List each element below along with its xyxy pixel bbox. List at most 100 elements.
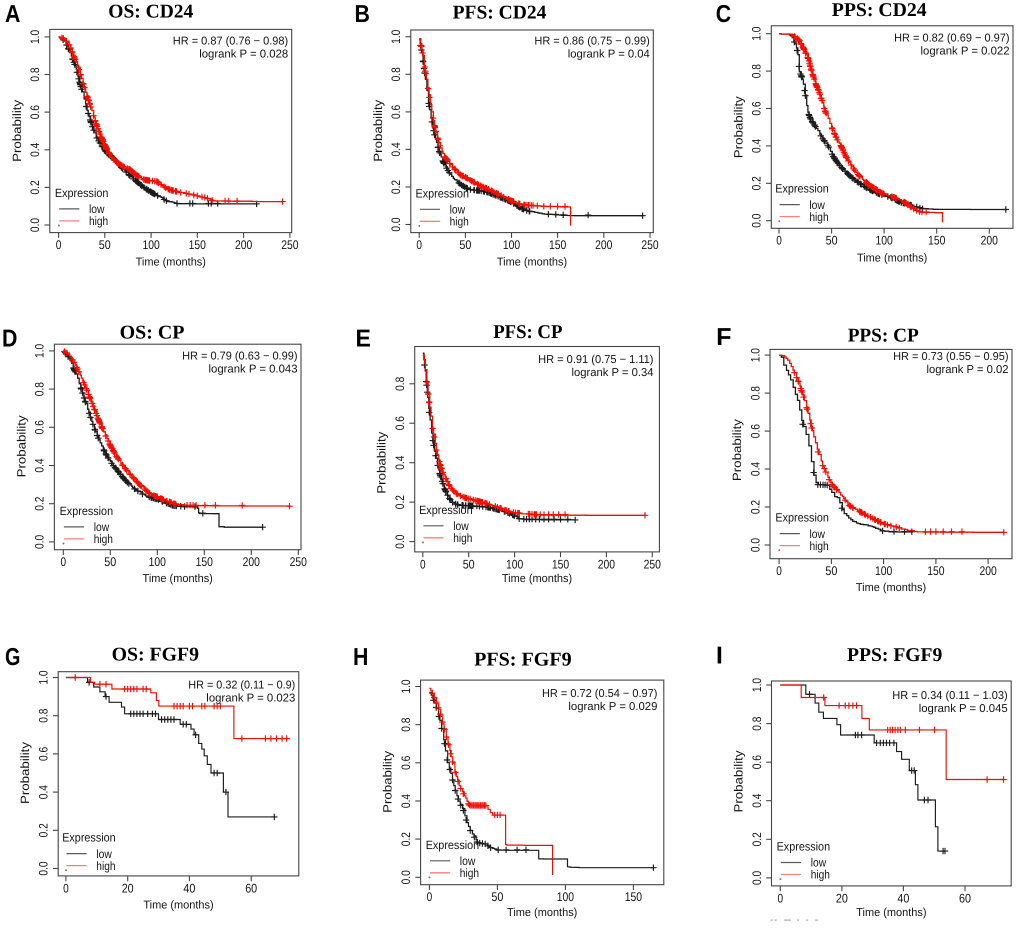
svg-text:0.0: 0.0: [393, 534, 407, 548]
svg-text:0: 0: [778, 891, 784, 905]
svg-text:Probability: Probability: [375, 432, 389, 494]
svg-text:G: G: [5, 644, 20, 671]
svg-text:150: 150: [552, 557, 569, 571]
svg-text:0.2: 0.2: [37, 823, 51, 837]
svg-text:0.4: 0.4: [748, 462, 762, 476]
svg-text:A: A: [5, 1, 21, 28]
svg-text:1.0: 1.0: [28, 30, 42, 44]
svg-text:150: 150: [189, 238, 206, 252]
svg-text:Expression: Expression: [775, 182, 829, 196]
svg-text:0: 0: [61, 555, 67, 569]
svg-text:HR = 0.82 (0.69 − 0.97): HR = 0.82 (0.69 − 0.97): [894, 33, 1010, 45]
svg-text:50: 50: [825, 564, 837, 578]
svg-text:150: 150: [927, 564, 944, 578]
svg-text:200: 200: [979, 564, 996, 578]
svg-text:Time (months): Time (months): [143, 899, 213, 911]
svg-text:Probability: Probability: [371, 100, 385, 162]
svg-text:50: 50: [99, 238, 111, 252]
svg-text:D: D: [2, 326, 17, 353]
svg-text:Time (months): Time (months): [856, 582, 926, 594]
svg-text:0: 0: [56, 238, 62, 252]
svg-text:logrank P = 0.02: logrank P = 0.02: [927, 364, 1009, 376]
svg-text:0.6: 0.6: [37, 747, 51, 761]
svg-text:0.0: 0.0: [37, 861, 51, 875]
svg-text:Probability: Probability: [14, 415, 28, 477]
svg-text:20: 20: [122, 881, 134, 895]
svg-text:low: low: [811, 856, 827, 870]
svg-text:0: 0: [416, 238, 422, 252]
svg-text:0.0: 0.0: [28, 218, 42, 232]
svg-text:0.4: 0.4: [393, 455, 407, 469]
svg-text:OS: FGF9: OS: FGF9: [112, 645, 200, 666]
svg-text:low: low: [450, 203, 466, 217]
svg-text:B: B: [355, 1, 370, 28]
svg-text:PFS: CP: PFS: CP: [493, 322, 562, 343]
svg-text:Time (months): Time (months): [857, 253, 927, 265]
svg-text:0.6: 0.6: [389, 105, 403, 119]
svg-text:PFS: CD24: PFS: CD24: [453, 3, 547, 24]
svg-text:0: 0: [63, 881, 69, 895]
svg-text:1.0: 1.0: [37, 670, 51, 684]
svg-text:0.0: 0.0: [748, 538, 762, 552]
svg-text:HR = 0.91 (0.75 − 1.11): HR = 0.91 (0.75 − 1.11): [538, 354, 654, 366]
svg-text:0.0: 0.0: [750, 871, 764, 885]
svg-text:250: 250: [644, 557, 661, 571]
svg-text:0.6: 0.6: [748, 424, 762, 438]
svg-text:low: low: [809, 198, 825, 212]
svg-text:HR = 0.87 (0.76 − 0.98): HR = 0.87 (0.76 − 0.98): [173, 36, 289, 48]
svg-text:OS: CD24: OS: CD24: [108, 2, 193, 23]
svg-text:0.8: 0.8: [750, 716, 764, 730]
svg-text:0.0: 0.0: [33, 535, 47, 549]
svg-text:low: low: [453, 519, 469, 533]
svg-text:60: 60: [245, 881, 257, 895]
svg-text:0.4: 0.4: [750, 793, 764, 807]
svg-text:250: 250: [281, 238, 298, 252]
svg-text:150: 150: [928, 234, 945, 248]
svg-text:50: 50: [104, 555, 116, 569]
svg-text:250: 250: [290, 555, 307, 569]
svg-text:E: E: [356, 326, 371, 353]
svg-text:0.8: 0.8: [389, 67, 403, 81]
svg-text:Time (months): Time (months): [143, 573, 213, 585]
svg-text:high: high: [94, 532, 113, 546]
svg-text:low: low: [94, 520, 110, 534]
svg-text:Expression: Expression: [55, 186, 109, 200]
svg-text:logrank P = 0.028: logrank P = 0.028: [199, 49, 288, 61]
svg-text:0.2: 0.2: [748, 500, 762, 514]
svg-text:100: 100: [506, 557, 523, 571]
svg-text:PPS: CD24: PPS: CD24: [832, 0, 927, 21]
svg-text:high: high: [811, 868, 830, 882]
svg-text:0.4: 0.4: [33, 458, 47, 472]
svg-text:F: F: [716, 324, 731, 351]
svg-text:50: 50: [491, 890, 503, 904]
svg-text:1.0: 1.0: [389, 30, 403, 44]
svg-text:0.6: 0.6: [750, 755, 764, 769]
svg-text:0.4: 0.4: [399, 794, 413, 808]
svg-text:0.6: 0.6: [28, 105, 42, 119]
svg-text:150: 150: [549, 238, 566, 252]
svg-text:logrank P = 0.34: logrank P = 0.34: [572, 367, 654, 379]
svg-text:0: 0: [776, 564, 782, 578]
svg-text:0: 0: [776, 234, 782, 248]
svg-text:60: 60: [959, 891, 971, 905]
svg-text:0.4: 0.4: [28, 143, 42, 157]
svg-text:high: high: [453, 531, 472, 545]
svg-text:0.0: 0.0: [399, 870, 413, 884]
svg-text:1.0: 1.0: [748, 348, 762, 362]
svg-text:logrank P = 0.045: logrank P = 0.045: [919, 703, 1008, 715]
svg-text:low: low: [96, 847, 112, 861]
svg-text:low: low: [89, 202, 105, 216]
svg-text:0.8: 0.8: [393, 377, 407, 391]
svg-text:50: 50: [459, 238, 471, 252]
svg-text:Expression: Expression: [426, 838, 480, 852]
svg-text:Expression: Expression: [62, 831, 115, 845]
svg-text:0.8: 0.8: [37, 708, 51, 722]
svg-text:PFS: FGF9: PFS: FGF9: [474, 649, 572, 670]
svg-text:C: C: [716, 1, 732, 28]
svg-text:100: 100: [503, 238, 520, 252]
svg-text:0.4: 0.4: [37, 785, 51, 799]
svg-text:Probability: Probability: [732, 751, 746, 813]
svg-text:Expression: Expression: [60, 504, 114, 518]
svg-text:100: 100: [557, 890, 574, 904]
svg-text:logrank P = 0.043: logrank P = 0.043: [209, 363, 298, 375]
